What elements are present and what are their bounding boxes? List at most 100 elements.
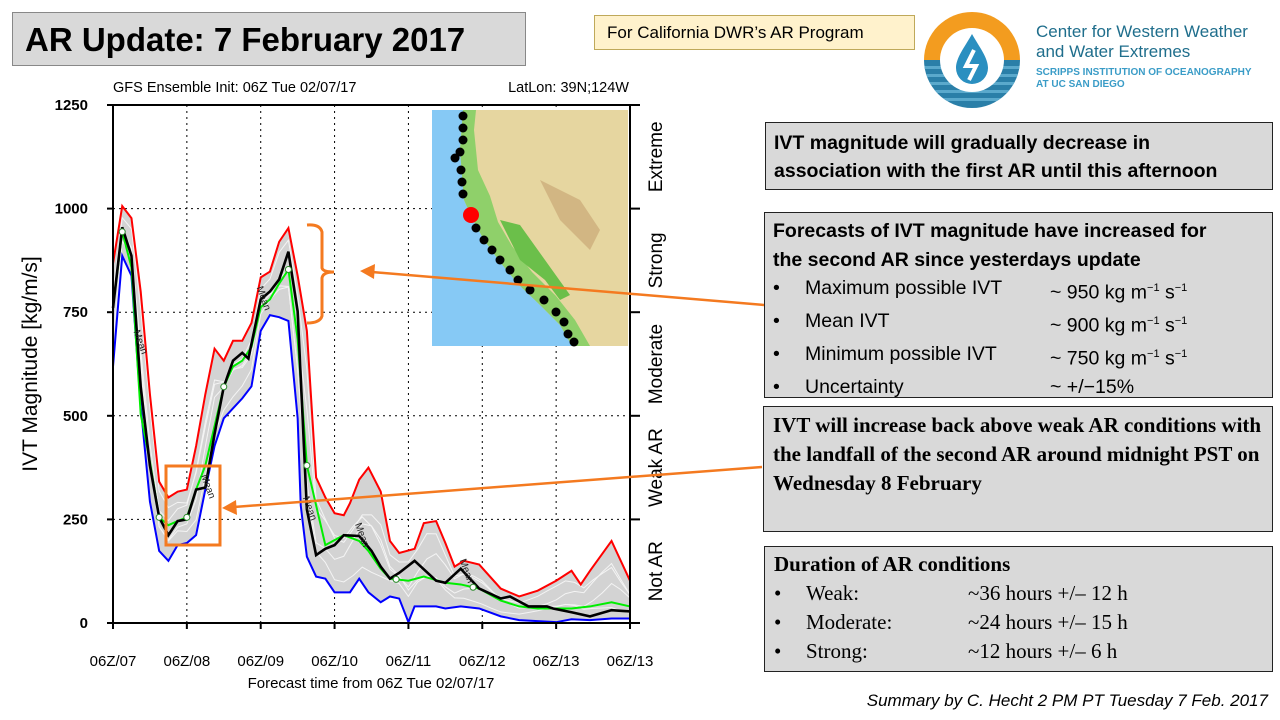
- coast-point-marker: [450, 153, 460, 163]
- arrow-second-ar: [371, 270, 765, 307]
- arrow-landfall: [233, 465, 763, 509]
- cw3e-logo-icon: [924, 12, 1020, 108]
- coast-point-marker: [495, 255, 505, 265]
- logo-text-line3: SCRIPPS INSTITUTION OF OCEANOGRAPHY: [1036, 67, 1252, 78]
- duration-label: Weak:: [806, 581, 860, 605]
- ensemble-member-line: [112, 230, 631, 609]
- landfall-text: IVT will increase back above weak AR con…: [773, 413, 1262, 495]
- bullet-mean-ivt: • Mean IVT ~ 900 kg m−1 s−1: [773, 307, 1264, 340]
- duration-label: Moderate:: [806, 610, 893, 634]
- coast-point-marker: [471, 223, 481, 233]
- y-tick-label: 750: [63, 304, 88, 321]
- sierra-nevada: [540, 180, 600, 250]
- bullet-icon: •: [773, 277, 780, 299]
- bullet-icon: •: [774, 610, 782, 634]
- plot-frame: [112, 104, 631, 624]
- coast-point-marker: [551, 307, 561, 317]
- ar-category-label: Not AR: [646, 541, 667, 601]
- coast-point-marker: [487, 245, 497, 255]
- duration-box: Duration of AR conditions • Weak: ~36 hour…: [764, 546, 1273, 672]
- bullet-icon: •: [773, 376, 780, 398]
- duration-value: ~12 hours +/– 6 h: [968, 639, 1118, 663]
- y-tick-label: 1250: [55, 97, 88, 114]
- control-line-marker: [155, 513, 163, 521]
- coast-point-marker: [525, 285, 535, 295]
- x-tick-label: 06Z/10: [311, 653, 358, 670]
- y-tick-label: 500: [63, 408, 88, 425]
- bullet-label: Mean IVT: [805, 310, 890, 332]
- ar-category-label: Strong: [646, 232, 667, 288]
- y-tick-label: 250: [63, 511, 88, 528]
- second-ar-heading-2: the second AR since yesterdays update: [773, 248, 1141, 271]
- bullet-value: ~ +/−15%: [1050, 376, 1135, 398]
- logo-text-line2: and Water Extremes: [1036, 42, 1191, 61]
- coast-point-marker: [457, 177, 467, 187]
- coast-point-marker: [559, 317, 569, 327]
- control-line-marker: [284, 266, 292, 274]
- arrowhead-icon: [222, 500, 237, 515]
- x-tick-label: 06Z/13: [607, 653, 654, 670]
- bullet-label: Uncertainty: [805, 376, 904, 398]
- control-line-marker: [392, 575, 400, 583]
- bullet-label: Minimum possible IVT: [805, 343, 997, 365]
- x-tick-label: 06Z/13: [533, 653, 580, 670]
- control-line-marker: [303, 462, 311, 470]
- bullet-label: Maximum possible IVT: [805, 277, 1003, 299]
- coast-point-marker: [563, 329, 573, 339]
- ar-category-label: Weak AR: [646, 428, 667, 507]
- bullet-min-ivt: • Minimum possible IVT ~ 750 kg m−1 s−1: [773, 340, 1264, 373]
- control-line-marker: [220, 383, 228, 391]
- summary-footer: Summary by C. Hecht 2 PM PT Tuesday 7 Fe…: [866, 691, 1268, 710]
- duration-weak: • Weak: ~36 hours +/– 12 h: [774, 579, 1263, 608]
- coast-point-marker: [458, 135, 468, 145]
- x-tick-label: 06Z/09: [237, 653, 284, 670]
- coast-points: [450, 111, 579, 347]
- mean-line-label: Mean: [131, 329, 150, 356]
- first-ar-text-2: association with the first AR until this…: [774, 160, 1218, 182]
- map-inset: [432, 110, 628, 347]
- duration-value: ~24 hours +/– 15 h: [968, 610, 1128, 634]
- coast-point-marker: [458, 123, 468, 133]
- cw3e-logo: Center for Western Weather and Water Ext…: [922, 10, 1277, 108]
- x-tick-label: 06Z/07: [90, 653, 137, 670]
- coast-point-marker: [569, 337, 579, 347]
- selected-location-marker: [463, 207, 479, 223]
- strong-bracket: [306, 223, 335, 325]
- bullet-icon: •: [774, 639, 782, 663]
- control-line-marker: [183, 513, 191, 521]
- coast-point-marker: [505, 265, 515, 275]
- landfall-highlight-box: [164, 464, 222, 547]
- control-line-marker: [469, 583, 477, 591]
- landfall-box: IVT will increase back above weak AR con…: [763, 406, 1273, 532]
- bullet-value: ~ 900 kg m−1 s−1: [1050, 314, 1188, 337]
- chart-title-right: LatLon: 39N;124W: [508, 80, 629, 96]
- y-axis-title: IVT Magnitude [kg/m/s]: [19, 256, 42, 472]
- first-ar-box: IVT magnitude will gradually decrease in…: [765, 122, 1273, 190]
- land: [460, 110, 628, 346]
- bullet-value: ~ 950 kg m−1 s−1: [1050, 281, 1188, 304]
- bullet-max-ivt: • Maximum possible IVT ~ 950 kg m−1 s−1: [773, 274, 1264, 307]
- bullet-value: ~ 750 kg m−1 s−1: [1050, 347, 1188, 370]
- logo-text-line4: AT UC SAN DIEGO: [1036, 79, 1125, 90]
- bullet-icon: •: [773, 310, 780, 332]
- x-axis-title: Forecast time from 06Z Tue 02/07/17: [248, 675, 495, 692]
- second-ar-box: Forecasts of IVT magnitude have increase…: [764, 212, 1273, 398]
- coast-point-marker: [456, 165, 466, 175]
- ar-category-label: Extreme: [646, 121, 667, 192]
- annotations: [164, 223, 765, 547]
- duration-moderate: • Moderate: ~24 hours +/– 15 h: [774, 608, 1263, 637]
- program-tag: For California DWR’s AR Program: [594, 15, 915, 50]
- control-line-marker: [118, 228, 126, 236]
- bullet-icon: •: [773, 343, 780, 365]
- coast-point-marker: [458, 111, 468, 121]
- second-ar-heading-1: Forecasts of IVT magnitude have increase…: [773, 220, 1207, 242]
- ensemble-member-line: [112, 216, 631, 604]
- y-tick-label: 1000: [55, 201, 88, 218]
- x-tick-label: 06Z/08: [164, 653, 211, 670]
- x-tick-label: 06Z/11: [386, 653, 432, 670]
- bullet-icon: •: [774, 581, 782, 605]
- coast-point-marker: [539, 295, 549, 305]
- y-tick-label: 0: [80, 615, 88, 632]
- central-valley: [500, 220, 570, 300]
